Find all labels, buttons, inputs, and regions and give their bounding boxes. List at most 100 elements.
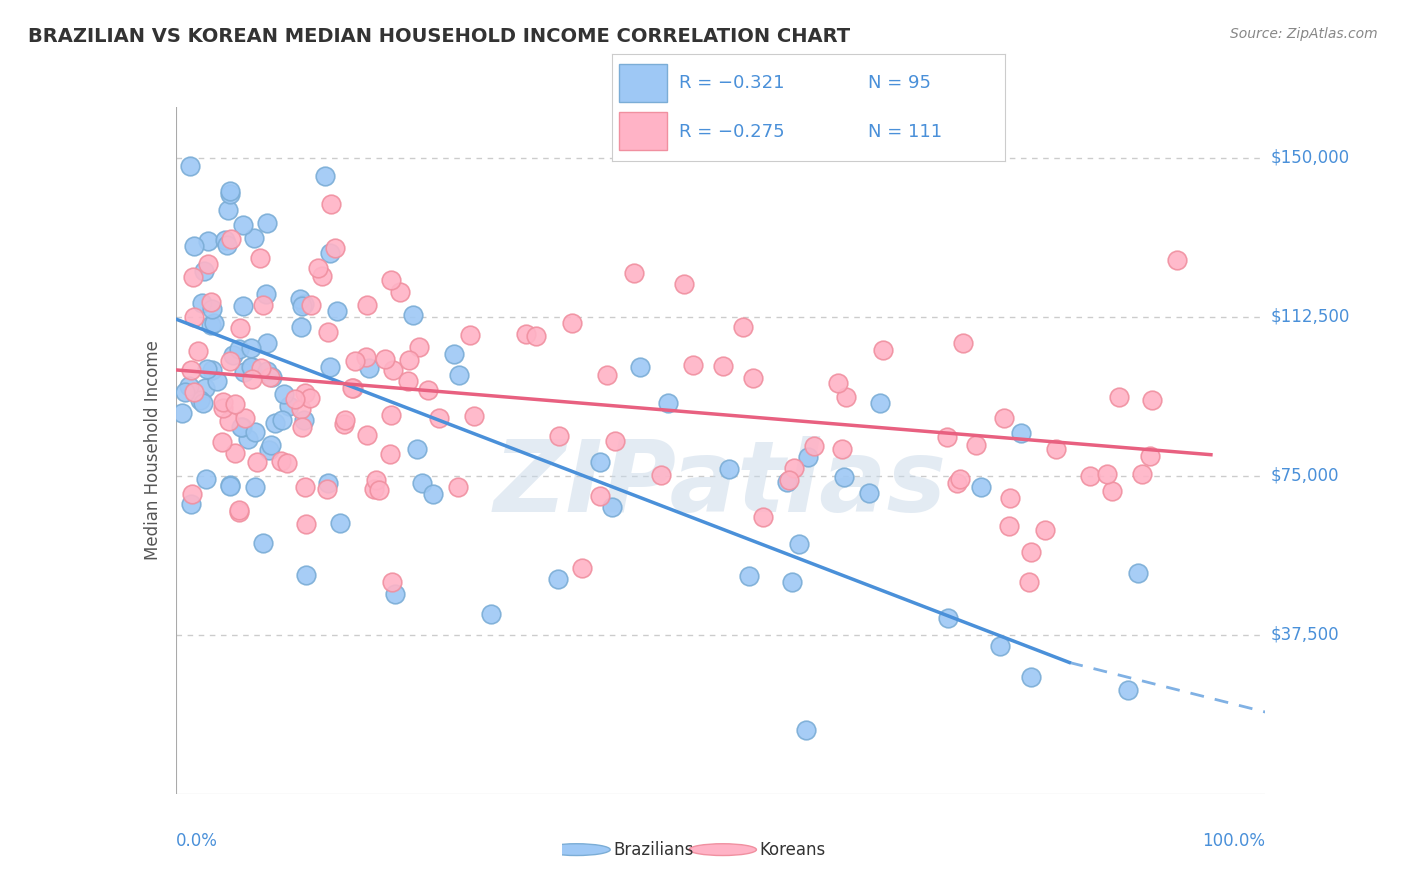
Point <box>229 321 252 335</box>
Point <box>657 395 679 409</box>
Point <box>422 487 444 501</box>
Point <box>998 518 1021 533</box>
Point <box>228 506 250 520</box>
Point <box>778 473 800 487</box>
Bar <box>620 64 666 102</box>
Point <box>936 611 959 625</box>
Y-axis label: Median Household Income: Median Household Income <box>143 341 162 560</box>
Point <box>1018 574 1040 589</box>
Point <box>170 406 193 420</box>
Point <box>356 350 378 364</box>
Point <box>218 479 240 493</box>
Point <box>240 359 263 374</box>
Point <box>1019 545 1042 559</box>
Point <box>672 277 695 292</box>
Point <box>384 587 406 601</box>
Point <box>374 351 396 366</box>
Point <box>284 392 307 406</box>
Point <box>194 380 217 394</box>
Point <box>1095 467 1118 482</box>
Point <box>277 399 299 413</box>
Point <box>628 359 651 374</box>
Point <box>1140 393 1163 408</box>
Point <box>316 482 339 496</box>
Point <box>222 348 245 362</box>
Point <box>273 387 295 401</box>
Point <box>1139 449 1161 463</box>
Point <box>742 371 765 385</box>
Text: N = 111: N = 111 <box>868 123 942 141</box>
Point <box>254 287 277 301</box>
Point <box>231 419 253 434</box>
Point <box>343 353 366 368</box>
Point <box>191 395 214 409</box>
Point <box>201 363 224 377</box>
Point <box>200 295 222 310</box>
Point <box>214 234 236 248</box>
Point <box>460 328 482 343</box>
Point <box>342 381 364 395</box>
Point <box>368 483 391 497</box>
Point <box>190 392 212 407</box>
Point <box>831 442 853 456</box>
Point <box>239 341 262 355</box>
Point <box>993 411 1015 425</box>
Point <box>298 392 321 406</box>
Point <box>738 569 761 583</box>
Point <box>260 370 283 384</box>
Point <box>803 439 825 453</box>
Point <box>970 480 993 494</box>
Point <box>240 372 263 386</box>
Point <box>965 438 987 452</box>
Point <box>952 335 974 350</box>
Point <box>180 487 202 501</box>
Point <box>257 442 280 457</box>
Point <box>193 263 215 277</box>
Point <box>1010 426 1032 441</box>
Point <box>202 316 225 330</box>
Point <box>363 482 385 496</box>
Point <box>571 561 593 575</box>
Point <box>1045 442 1067 457</box>
Text: $37,500: $37,500 <box>1271 626 1340 644</box>
Point <box>443 347 465 361</box>
Point <box>218 186 240 201</box>
Point <box>207 374 229 388</box>
Point <box>936 430 959 444</box>
Point <box>256 216 278 230</box>
Point <box>183 239 205 253</box>
Point <box>224 446 246 460</box>
Circle shape <box>689 844 756 855</box>
Point <box>1108 391 1130 405</box>
Point <box>872 343 894 357</box>
Point <box>408 340 430 354</box>
Point <box>988 639 1011 653</box>
Point <box>233 410 256 425</box>
Text: Koreans: Koreans <box>759 840 825 859</box>
Point <box>717 461 740 475</box>
Point <box>380 273 402 287</box>
Point <box>794 723 817 738</box>
Text: Source: ZipAtlas.com: Source: ZipAtlas.com <box>1230 27 1378 41</box>
Point <box>827 376 849 390</box>
Point <box>212 401 235 415</box>
Point <box>271 413 294 427</box>
Point <box>364 473 387 487</box>
Point <box>311 268 333 283</box>
Point <box>547 573 569 587</box>
Point <box>682 359 704 373</box>
Text: Brazilians: Brazilians <box>613 840 693 859</box>
Point <box>180 497 202 511</box>
Point <box>224 397 246 411</box>
Point <box>294 385 316 400</box>
Text: ZIPatlas: ZIPatlas <box>494 436 948 533</box>
Point <box>416 383 439 397</box>
Point <box>177 379 200 393</box>
Point <box>1130 467 1153 481</box>
Point <box>218 414 240 428</box>
Point <box>835 390 858 404</box>
Point <box>787 536 810 550</box>
Point <box>378 447 401 461</box>
Text: R = −0.321: R = −0.321 <box>679 75 785 93</box>
Point <box>333 413 356 427</box>
